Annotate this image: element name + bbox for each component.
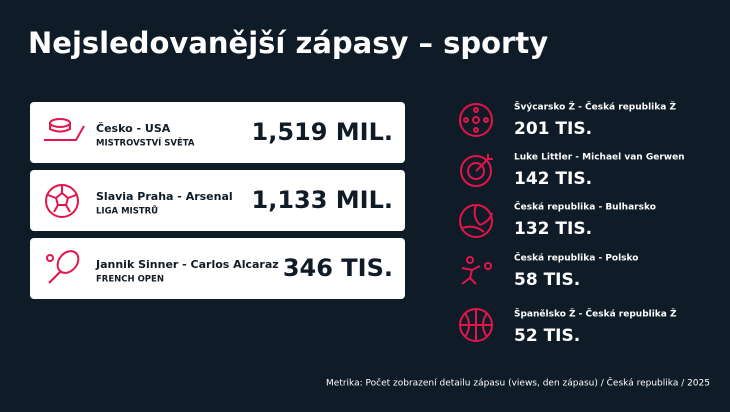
views: 142 TIS. — [514, 169, 592, 189]
match-card — [30, 170, 405, 231]
competition: LIGA MISTRŮ — [96, 205, 158, 217]
match-name: Španělsko Ž - Česká republika Ž — [514, 308, 677, 320]
top-matches: Česko - USA MISTROVSTVÍ SVĚTA 1,519 MIL. Sl… — [30, 102, 405, 299]
match-name: Česko - USA — [96, 122, 171, 135]
competition: MISTROVSTVÍ SVĚTA — [96, 137, 195, 149]
darts-icon — [460, 154, 493, 187]
match-name: Jannik Sinner - Carlos Alcaraz — [95, 258, 279, 271]
handball-icon — [461, 256, 492, 285]
football-icon — [45, 184, 79, 218]
match-card — [30, 238, 405, 299]
match-card — [30, 102, 405, 163]
views: 1,133 MIL. — [252, 186, 394, 214]
volleyball-icon — [459, 204, 493, 238]
basketball-icon — [459, 308, 493, 342]
hockey-puck-icon — [459, 103, 493, 137]
match-name: Slavia Praha - Arsenal — [96, 190, 233, 203]
hockey-icon — [44, 118, 85, 141]
match-name: Švýcarsko Ž - Česká republika Ž — [514, 101, 676, 113]
views: 132 TIS. — [514, 219, 592, 239]
views: 346 TIS. — [283, 254, 393, 282]
match-name: Česká republika - Polsko — [514, 252, 638, 264]
views: 201 TIS. — [514, 119, 592, 139]
other-matches: Švýcarsko Ž - Česká republika Ž 201 TIS. L… — [514, 101, 685, 347]
views: 1,519 MIL. — [252, 118, 394, 146]
footer: Metrika: Počet zobrazení detailu zápasu … — [326, 377, 710, 389]
competition: FRENCH OPEN — [96, 275, 164, 285]
views: 58 TIS. — [514, 270, 580, 290]
title: Nejsledovanější zápasy – sporty — [28, 26, 548, 60]
match-name: Česká republika - Bulharsko — [514, 201, 656, 213]
tennis-icon — [46, 250, 80, 284]
match-name: Luke Littler - Michael van Gerwen — [514, 153, 685, 163]
views: 52 TIS. — [514, 326, 580, 346]
